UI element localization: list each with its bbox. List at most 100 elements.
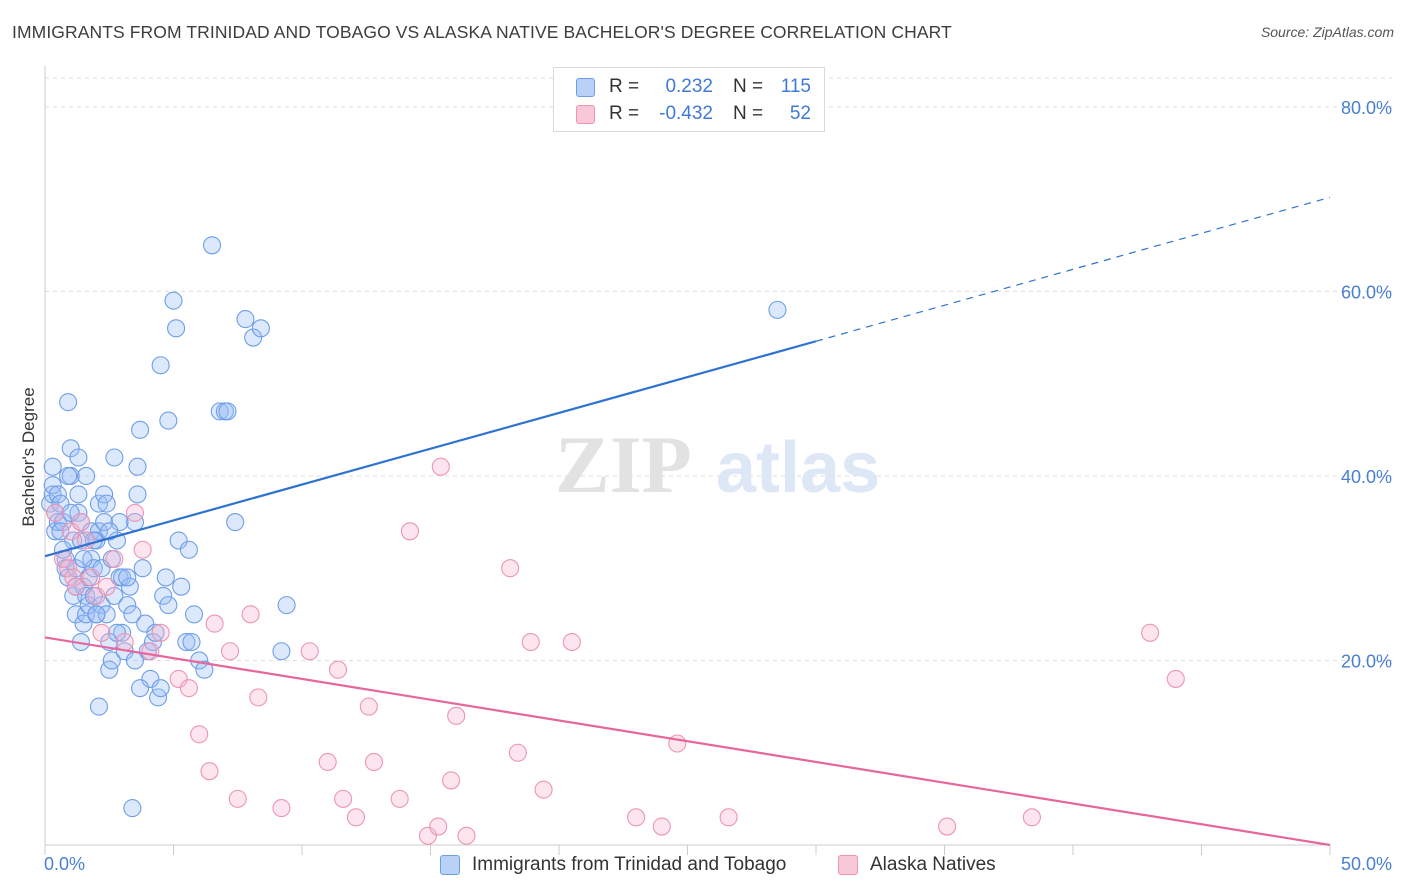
trinidad-point (156, 568, 175, 587)
trend-lines (44, 196, 1331, 847)
alaska-point (364, 752, 384, 772)
legend-n-label: N = (733, 103, 764, 124)
trinidad-point (59, 466, 78, 486)
alaska-point (272, 799, 291, 818)
legend-swatch-blue (440, 855, 460, 875)
trinidad-point (61, 503, 80, 522)
trinidad-trend-line (44, 340, 817, 558)
data-points (41, 236, 1185, 845)
trinidad-point (125, 651, 144, 670)
trinidad-point (154, 586, 173, 605)
alaska-point (431, 457, 450, 476)
alaska-point (241, 605, 260, 624)
trinidad-point (210, 402, 229, 421)
alaska-point (249, 688, 268, 707)
trinidad-point (89, 494, 109, 513)
y-tick-label: 20.0% (1341, 651, 1392, 671)
trinidad-point (195, 660, 214, 679)
alaska-point (115, 632, 134, 652)
trinidad-point (110, 513, 129, 532)
trinidad-point (159, 596, 178, 615)
alaska-point (200, 762, 219, 781)
legend-r-label: R = (609, 103, 640, 124)
legend-n-value: 115 (780, 76, 811, 97)
alaska-point (46, 503, 65, 522)
trinidad-point (118, 568, 137, 587)
alaska-point (151, 623, 170, 642)
trinidad-point (768, 300, 787, 319)
y-axis-label: Bachelor's Degree (19, 387, 38, 526)
alaska-point (87, 586, 106, 605)
alaska-point (133, 540, 152, 559)
alaska-point (105, 549, 124, 569)
legend-item-alaska: Alaska Natives (838, 852, 996, 878)
trinidad-point (61, 439, 80, 458)
x-tick-label: 0.0% (44, 854, 85, 874)
trinidad-point (89, 697, 109, 716)
legend-swatch-blue (576, 77, 595, 97)
legend-r-value: 0.232 (665, 76, 713, 97)
alaska-point (719, 808, 738, 827)
trinidad-point (131, 420, 150, 439)
alaska-trend-line (44, 636, 1331, 847)
y-tick-label: 40.0% (1341, 467, 1392, 487)
trinidad-point (151, 356, 170, 375)
tick-labels: 20.0% 40.0% 60.0% 80.0% 0.0% 50.0% (44, 98, 1392, 874)
trinidad-point (102, 651, 121, 670)
trinidad-point (92, 559, 111, 578)
trinidad-point (169, 531, 188, 550)
trinidad-point (272, 642, 291, 661)
trinidad-point (277, 596, 296, 615)
alaska-point (92, 623, 111, 642)
trinidad-point (51, 494, 70, 513)
trinidad-point (128, 457, 147, 476)
trinidad-point (59, 568, 78, 587)
alaska-point (328, 660, 348, 679)
legend-r-value: -0.432 (659, 103, 713, 124)
trinidad-point (59, 393, 78, 412)
alaska-point (429, 817, 448, 836)
alaska-point (300, 642, 319, 661)
alaska-point (501, 559, 520, 578)
trinidad-point (136, 614, 155, 633)
trinidad-point (89, 522, 109, 541)
legend-n-value: 52 (789, 103, 811, 124)
trinidad-point (179, 540, 198, 559)
trinidad-point (133, 559, 152, 578)
alaska-point (179, 679, 198, 698)
alaska-point (447, 706, 466, 725)
alaska-point (534, 780, 553, 799)
alaska-point (205, 614, 224, 633)
trinidad-point (100, 522, 119, 541)
watermark-atlas: atlas (716, 428, 880, 508)
legend-row-blue: R = 0.232 N = 115 (576, 74, 811, 100)
trinidad-point (43, 476, 62, 495)
series-trinidad (41, 236, 787, 818)
trinidad-point (172, 577, 191, 596)
alaska-point (1141, 623, 1160, 642)
trinidad-point (177, 632, 196, 652)
alaska-point (457, 826, 476, 845)
trinidad-point (159, 411, 178, 430)
stats-legend: R = 0.232 N = 115 R = -0.432 N = 52 (553, 67, 825, 132)
alaska-point (346, 808, 366, 827)
alaska-point (220, 642, 240, 661)
alaska-point (418, 826, 437, 845)
alaska-point (521, 632, 540, 652)
trinidad-point (43, 485, 62, 504)
trinidad-point (236, 310, 255, 329)
alaska-point (125, 503, 144, 522)
x-tick-label: 50.0% (1341, 854, 1392, 874)
trinidad-point (164, 291, 183, 310)
trinidad-point (226, 513, 245, 532)
alaska-point (61, 522, 80, 541)
trinidad-point (79, 596, 98, 615)
alaska-point (318, 752, 337, 772)
trinidad-point (74, 549, 93, 569)
alaska-point (169, 669, 188, 688)
y-tick-label: 80.0% (1341, 98, 1392, 118)
alaska-point (82, 568, 101, 587)
trinidad-point (69, 448, 88, 467)
trinidad-point (105, 448, 124, 467)
alaska-point (1166, 669, 1185, 688)
